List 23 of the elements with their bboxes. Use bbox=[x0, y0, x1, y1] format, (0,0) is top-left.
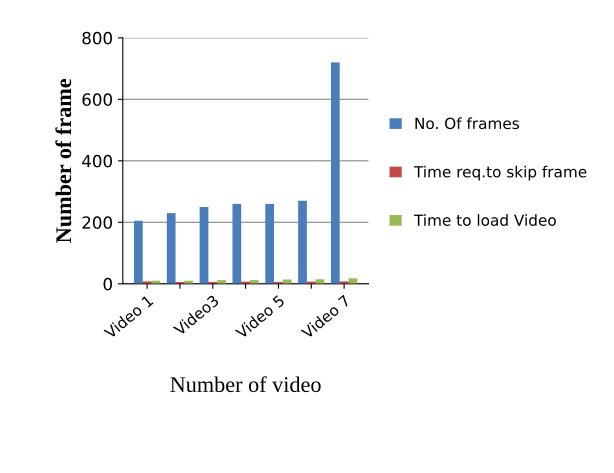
bar bbox=[151, 280, 160, 284]
bar bbox=[316, 279, 324, 284]
y-tick-label: 200 bbox=[82, 216, 112, 229]
bar bbox=[184, 280, 194, 284]
bar bbox=[134, 220, 143, 284]
bar bbox=[166, 213, 176, 284]
y-tick-label: 0 bbox=[104, 278, 112, 290]
y-tick-label: 400 bbox=[82, 154, 112, 168]
bar bbox=[250, 280, 259, 284]
bar bbox=[298, 200, 307, 284]
y-axis-title: Number of frame bbox=[55, 78, 72, 243]
x-axis-title: Number of video bbox=[170, 376, 321, 392]
bar bbox=[330, 62, 340, 284]
legend-label: Time req.to skip frame bbox=[414, 166, 586, 181]
bar bbox=[232, 204, 242, 284]
legend-label: No. Of frames bbox=[415, 117, 519, 130]
y-tick-label: 600 bbox=[82, 93, 112, 106]
bar bbox=[217, 280, 226, 284]
y-tick-label: 800 bbox=[82, 32, 112, 44]
bar bbox=[265, 204, 274, 284]
bar bbox=[200, 206, 208, 284]
bar bbox=[282, 279, 292, 284]
legend-label: Time to load Video bbox=[414, 214, 556, 226]
